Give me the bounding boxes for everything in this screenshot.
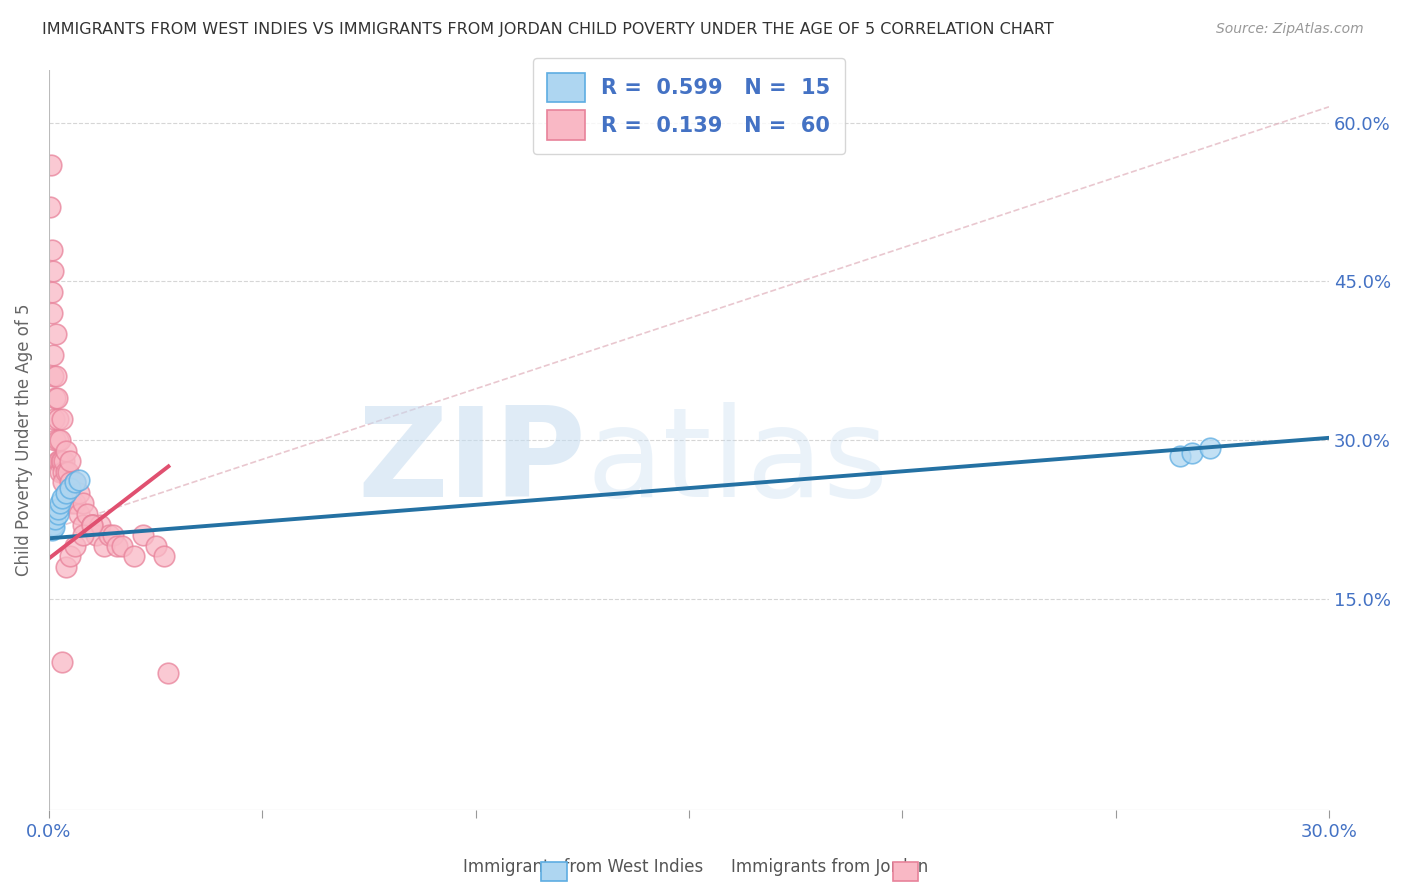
Point [1198,442,1220,456]
Point [51,454,73,468]
Point [67,473,90,487]
Point [55,486,77,500]
Point [46,507,69,521]
Point [80,517,103,532]
Point [44,391,66,405]
Point [48,496,70,510]
Point [41,523,63,537]
Point [59,454,82,468]
Text: atlas: atlas [586,401,889,523]
Point [48,412,70,426]
Point [49,465,72,479]
Point [46,454,69,468]
Point [56,465,79,479]
Point [80,517,103,532]
Point [1181,445,1204,459]
Point [101,528,124,542]
Point [51,412,73,426]
Point [42,264,65,278]
Point [51,491,73,505]
Point [52,475,75,490]
Point [42,519,65,533]
Point [45,369,67,384]
Point [59,549,82,564]
Point [67,507,90,521]
Point [105,539,128,553]
Point [72,528,94,542]
Text: Immigrants from West Indies: Immigrants from West Indies [463,858,703,876]
Point [157,665,180,680]
Point [48,454,70,468]
Point [42,412,65,426]
Point [63,475,86,490]
Text: Immigrants from Jordan: Immigrants from Jordan [731,858,928,876]
Point [55,465,77,479]
Point [59,481,82,495]
Point [39,158,62,172]
Point [63,475,86,490]
Point [42,517,65,532]
Point [49,454,72,468]
Point [41,285,63,299]
Point [93,539,115,553]
Point [84,528,107,542]
Point [72,517,94,532]
Point [132,528,155,542]
Point [55,560,77,574]
Point [51,655,73,669]
Point [72,496,94,510]
Point [56,486,79,500]
Point [80,517,103,532]
Point [97,528,120,542]
Point [48,433,70,447]
Point [42,369,65,384]
Point [59,475,82,490]
Point [44,433,66,447]
Point [44,512,66,526]
Point [46,433,69,447]
Point [60,496,83,510]
Point [63,496,86,510]
Point [55,443,77,458]
Point [52,465,75,479]
Point [89,517,111,532]
Text: IMMIGRANTS FROM WEST INDIES VS IMMIGRANTS FROM JORDAN CHILD POVERTY UNDER THE AG: IMMIGRANTS FROM WEST INDIES VS IMMIGRANT… [42,22,1054,37]
Point [42,348,65,362]
Point [145,539,167,553]
Point [39,200,62,214]
Point [76,507,98,521]
Point [41,306,63,320]
Point [63,539,86,553]
Point [41,243,63,257]
Y-axis label: Child Poverty Under the Age of 5: Child Poverty Under the Age of 5 [15,303,32,576]
Point [45,391,67,405]
Point [67,486,90,500]
Point [52,454,75,468]
Text: ZIP: ZIP [359,401,586,523]
Text: Source: ZipAtlas.com: Source: ZipAtlas.com [1216,22,1364,37]
Legend: R =  0.599   N =  15, R =  0.139   N =  60: R = 0.599 N = 15, R = 0.139 N = 60 [533,58,845,154]
Point [45,327,67,342]
Point [110,539,132,553]
Point [124,549,146,564]
Point [153,549,176,564]
Point [1168,449,1191,463]
Point [48,501,70,516]
